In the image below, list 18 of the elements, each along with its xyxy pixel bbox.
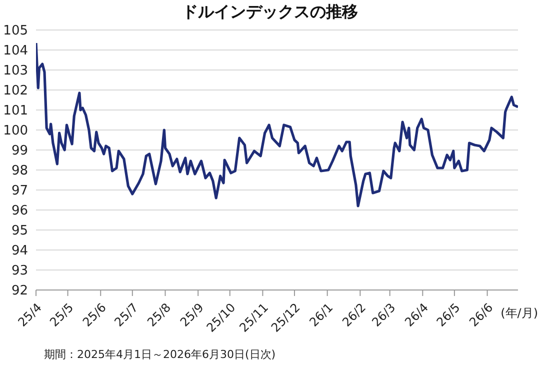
y-tick-label: 92 xyxy=(11,284,28,299)
y-tick-label: 94 xyxy=(11,244,28,259)
y-tick-label: 102 xyxy=(3,84,28,99)
y-tick-label: 101 xyxy=(3,104,28,119)
y-tick-label: 93 xyxy=(11,264,28,279)
line-series xyxy=(36,42,518,208)
y-tick-label: 105 xyxy=(3,24,28,39)
y-tick-label: 97 xyxy=(11,184,28,199)
y-tick-label: 99 xyxy=(11,144,28,159)
text: 期間：2025年4月1日～2026年6月30日(日次) xyxy=(44,347,276,363)
y-tick-label: 96 xyxy=(11,204,28,219)
y-tick-label: 104 xyxy=(3,44,28,59)
y-tick-label: 103 xyxy=(3,64,28,79)
x-axis-title: (年/月) xyxy=(500,305,538,322)
chart-title: ドルインデックスの推移 xyxy=(181,2,359,23)
y-tick-label: 95 xyxy=(11,224,28,239)
y-tick-label: 98 xyxy=(11,164,28,179)
y-tick-label: 100 xyxy=(3,124,28,139)
